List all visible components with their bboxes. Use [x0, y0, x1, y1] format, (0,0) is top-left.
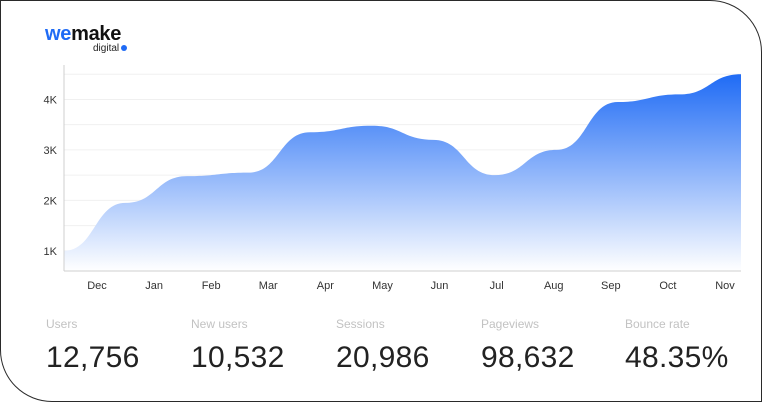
x-tick-label: May — [372, 280, 393, 292]
stat-label: Pageviews — [481, 317, 540, 331]
stat-label: New users — [191, 317, 248, 331]
logo-word-we: we — [45, 23, 72, 45]
x-tick-label: Nov — [715, 280, 735, 292]
chart-area-series — [64, 74, 741, 272]
x-tick-label: Apr — [317, 280, 334, 292]
logo-subtitle: digital — [93, 43, 128, 54]
logo-subtitle-text: digital — [93, 43, 120, 54]
logo: wemake digital — [45, 23, 128, 54]
x-tick-label: Dec — [87, 280, 107, 292]
logo-wordmark: wemake — [45, 23, 121, 45]
stat-label: Bounce rate — [625, 317, 690, 331]
y-tick-label: 2K — [44, 195, 58, 207]
stats-row: Users 12,756 New users 10,532 Sessions 2… — [1, 317, 761, 387]
x-tick-label: Jun — [431, 280, 449, 292]
logo-word-make: make — [71, 23, 122, 45]
stat-value: 10,532 — [191, 341, 285, 374]
stat-value: 98,632 — [481, 341, 575, 374]
y-tick-label: 3K — [44, 145, 58, 157]
area-chart: 1K 2K 3K 4K Dec Jan Feb Mar Apr May Jun Jul Aug Sep O… — [44, 65, 741, 292]
stat-pageviews: Pageviews 98,632 — [481, 317, 575, 375]
stat-value: 48.35% — [625, 341, 729, 374]
stat-value: 12,756 — [46, 341, 140, 374]
x-tick-label: Sep — [601, 280, 621, 292]
x-tick-label: Feb — [202, 280, 221, 292]
x-tick-label: Mar — [259, 280, 278, 292]
stat-new-users: New users 10,532 — [191, 317, 285, 375]
chart-y-ticks: 1K 2K 3K 4K — [44, 94, 58, 257]
stat-users: Users 12,756 — [46, 317, 140, 375]
y-tick-label: 4K — [44, 94, 58, 106]
y-tick-label: 1K — [44, 246, 58, 258]
x-tick-label: Aug — [544, 280, 564, 292]
stat-label: Users — [46, 317, 78, 331]
x-tick-label: Jul — [490, 280, 504, 292]
x-tick-label: Jan — [145, 280, 163, 292]
x-tick-label: Oct — [659, 280, 676, 292]
stat-sessions: Sessions 20,986 — [336, 317, 430, 375]
chart-x-ticks: Dec Jan Feb Mar Apr May Jun Jul Aug Sep Oct Nov — [87, 280, 735, 292]
stat-value: 20,986 — [336, 341, 430, 374]
logo-dot-icon — [121, 45, 128, 51]
stat-bounce-rate: Bounce rate 48.35% — [625, 317, 729, 375]
stat-label: Sessions — [336, 317, 385, 331]
